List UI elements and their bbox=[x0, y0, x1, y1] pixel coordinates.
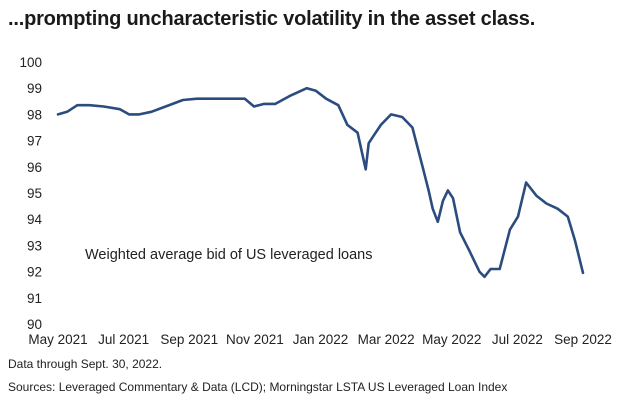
y-tick-label: 100 bbox=[19, 55, 42, 70]
x-tick-label: Jan 2022 bbox=[293, 332, 349, 347]
y-tick-label: 94 bbox=[27, 212, 43, 227]
y-tick-label: 95 bbox=[27, 186, 42, 201]
chart-title: ...prompting uncharacteristic volatility… bbox=[8, 8, 536, 30]
footnote-sources: Sources: Leveraged Commentary & Data (LC… bbox=[8, 380, 508, 394]
x-tick-label: Sep 2022 bbox=[554, 332, 612, 347]
y-axis-ticks: 90 91 92 93 94 95 96 97 98 99 100 bbox=[19, 55, 42, 332]
footnote-data-date: Data through Sept. 30, 2022. bbox=[8, 357, 163, 371]
x-tick-label: May 2022 bbox=[422, 332, 481, 347]
y-tick-label: 97 bbox=[27, 134, 42, 149]
y-tick-label: 99 bbox=[27, 81, 42, 96]
y-tick-label: 98 bbox=[27, 107, 42, 122]
x-tick-label: Sep 2021 bbox=[160, 332, 218, 347]
series-line bbox=[56, 86, 585, 279]
x-tick-label: Nov 2021 bbox=[226, 332, 284, 347]
y-tick-label: 91 bbox=[27, 291, 42, 306]
x-tick-label: Mar 2022 bbox=[358, 332, 415, 347]
y-tick-label: 92 bbox=[27, 265, 42, 280]
x-tick-label: May 2021 bbox=[28, 332, 87, 347]
series-annotation: Weighted average bid of US leveraged loa… bbox=[85, 247, 373, 263]
y-tick-label: 96 bbox=[27, 160, 42, 175]
x-tick-label: Jul 2022 bbox=[492, 332, 543, 347]
y-tick-label: 93 bbox=[27, 238, 42, 253]
y-tick-label: 90 bbox=[27, 317, 42, 332]
x-tick-label: Jul 2021 bbox=[98, 332, 149, 347]
x-axis-ticks: May 2021 Jul 2021 Sep 2021 Nov 2021 Jan 2022… bbox=[28, 332, 612, 347]
